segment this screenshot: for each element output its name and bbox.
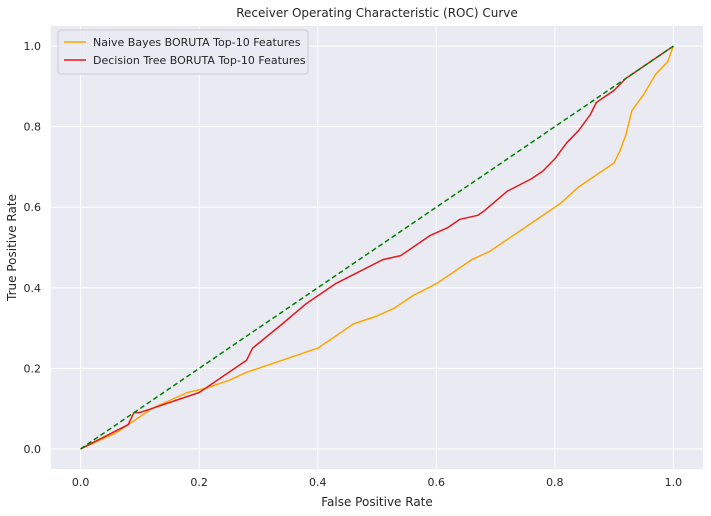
series-line-0 <box>80 45 675 450</box>
chart-title: Receiver Operating Characteristic (ROC) … <box>236 6 518 20</box>
y-axis-label: True Positive Rate <box>5 194 19 302</box>
y-tick-label: 0.4 <box>24 282 42 295</box>
x-tick-label: 0.4 <box>309 476 327 489</box>
x-tick-label: 0.2 <box>190 476 208 489</box>
x-tick-label: 1.0 <box>665 476 683 489</box>
x-tick-label: 0.0 <box>72 476 90 489</box>
grid <box>51 26 703 469</box>
x-axis-label: False Positive Rate <box>321 495 433 509</box>
series-line-1 <box>80 45 674 450</box>
series-lines <box>80 45 675 450</box>
legend-label: Naive Bayes BORUTA Top-10 Features <box>93 36 301 49</box>
x-tick-label: 0.6 <box>428 476 446 489</box>
plot-area <box>51 26 703 469</box>
y-tick-label: 0.2 <box>24 362 42 375</box>
y-tick-label: 0.8 <box>24 121 42 134</box>
y-tick-labels: 0.0 0.2 0.4 0.6 0.8 1.0 <box>24 40 42 456</box>
x-tick-labels: 0.0 0.2 0.4 0.6 0.8 1.0 <box>72 476 682 489</box>
y-tick-label: 1.0 <box>24 40 42 53</box>
legend-box <box>57 29 309 75</box>
x-tick-label: 0.8 <box>546 476 564 489</box>
y-tick-label: 0.0 <box>24 443 42 456</box>
legend: Naive Bayes BORUTA Top-10 Features Decisi… <box>57 29 309 75</box>
legend-label: Decision Tree BORUTA Top-10 Features <box>93 54 306 67</box>
y-tick-label: 0.6 <box>24 201 42 214</box>
